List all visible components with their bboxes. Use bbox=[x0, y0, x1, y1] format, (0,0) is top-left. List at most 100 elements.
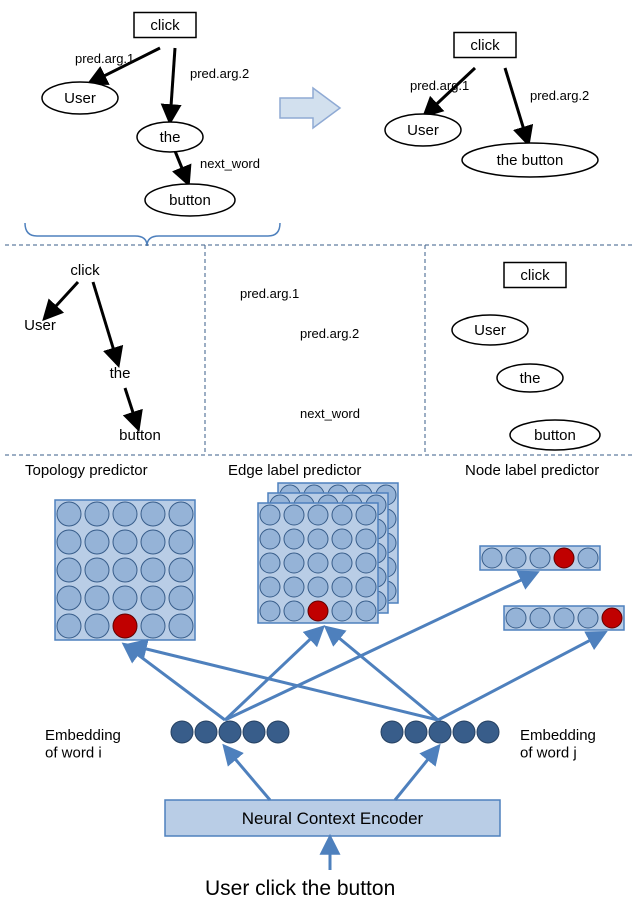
node-vec-2-cell bbox=[578, 608, 598, 628]
edge-label: pred.arg.2 bbox=[190, 66, 249, 81]
embedding-j-cell bbox=[381, 721, 403, 743]
encoder-label: Neural Context Encoder bbox=[242, 809, 424, 828]
topology-grid-cell bbox=[57, 502, 81, 526]
tree-right-thebutton-label: the button bbox=[497, 152, 564, 169]
edge-label: pred.arg.1 bbox=[75, 51, 134, 66]
embedding-i-label: Embeddingof word i bbox=[45, 727, 121, 761]
node-vec-2-active-cell bbox=[602, 608, 622, 628]
embedding-j-cell bbox=[405, 721, 427, 743]
topology-grid-cell bbox=[141, 614, 165, 638]
topology-button: button bbox=[119, 427, 161, 444]
edge-grid-cell bbox=[260, 577, 280, 597]
embedding-i-cell bbox=[195, 721, 217, 743]
topology-grid-cell bbox=[169, 530, 193, 554]
edge-grid-cell bbox=[260, 601, 280, 621]
edge-grid-cell bbox=[332, 577, 352, 597]
nodelabel-click-label: click bbox=[520, 267, 550, 284]
topology-grid-cell bbox=[169, 614, 193, 638]
input-caption: User click the button bbox=[205, 877, 395, 900]
tree-left-the-label: the bbox=[160, 129, 181, 146]
topology-grid-cell bbox=[169, 502, 193, 526]
tree-right-click-label: click bbox=[470, 37, 500, 54]
topology-grid-cell bbox=[141, 530, 165, 554]
flow-arrow bbox=[225, 628, 322, 720]
topology-grid-cell bbox=[113, 502, 137, 526]
edge-grid-cell bbox=[332, 601, 352, 621]
edge bbox=[170, 48, 175, 121]
edge bbox=[175, 151, 188, 183]
topology-grid-cell bbox=[57, 614, 81, 638]
topology-user: User bbox=[24, 317, 56, 334]
embedding-j-cell bbox=[477, 721, 499, 743]
edge-grid-cell bbox=[284, 529, 304, 549]
nodelabel-the-label: the bbox=[520, 370, 541, 387]
edge-grid-cell bbox=[260, 505, 280, 525]
edge-grid-cell bbox=[332, 553, 352, 573]
topology-grid-cell bbox=[113, 586, 137, 610]
edge-label: pred.arg.1 bbox=[410, 78, 469, 93]
node-vec-2-cell bbox=[554, 608, 574, 628]
edge-grid-cell bbox=[308, 553, 328, 573]
edge-grid-cell bbox=[308, 505, 328, 525]
edge-grid-cell bbox=[260, 553, 280, 573]
edge-grid-cell bbox=[332, 505, 352, 525]
embedding-j-cell bbox=[453, 721, 475, 743]
edge-grid-cell bbox=[332, 529, 352, 549]
topology-grid-cell bbox=[57, 530, 81, 554]
topology-grid-cell bbox=[113, 530, 137, 554]
node-vec-1-cell bbox=[506, 548, 526, 568]
edge-predictor-label: Edge label predictor bbox=[228, 462, 361, 479]
node-predictor-label: Node label predictor bbox=[465, 462, 599, 479]
edge-grid-cell bbox=[356, 553, 376, 573]
topology-click: click bbox=[70, 262, 100, 279]
topology-predictor-label: Topology predictor bbox=[25, 462, 148, 479]
edge-grid-cell bbox=[356, 529, 376, 549]
edge-grid-cell bbox=[308, 577, 328, 597]
topology-grid-cell bbox=[85, 586, 109, 610]
embedding-i-cell bbox=[267, 721, 289, 743]
embedding-j-label: Embeddingof word j bbox=[520, 727, 596, 761]
tree-left-click-label: click bbox=[150, 17, 180, 34]
tree-left-button-label: button bbox=[169, 192, 211, 209]
embedding-j-cell bbox=[429, 721, 451, 743]
edge-label: pred.arg.2 bbox=[530, 88, 589, 103]
topology-grid-cell bbox=[141, 586, 165, 610]
edge-type-label: next_word bbox=[300, 406, 360, 421]
nodelabel-button-label: button bbox=[534, 427, 576, 444]
topology-grid-cell bbox=[85, 614, 109, 638]
edge-grid-cell bbox=[308, 529, 328, 549]
edge bbox=[125, 388, 138, 428]
edge-type-label: pred.arg.1 bbox=[240, 286, 299, 301]
topology-grid-cell bbox=[85, 558, 109, 582]
edge-grid-cell bbox=[284, 505, 304, 525]
node-vec-1-cell bbox=[578, 548, 598, 568]
edge-grid-cell bbox=[356, 601, 376, 621]
topology-grid-cell bbox=[57, 586, 81, 610]
topology-grid-cell bbox=[141, 502, 165, 526]
edge bbox=[45, 282, 78, 318]
edge-grid-cell bbox=[356, 505, 376, 525]
edge-type-label: pred.arg.2 bbox=[300, 326, 359, 341]
node-vec-1-active-cell bbox=[554, 548, 574, 568]
topology-grid-cell bbox=[169, 558, 193, 582]
flow-arrow bbox=[395, 747, 438, 800]
topology-the: the bbox=[110, 365, 131, 382]
topology-grid-cell bbox=[85, 502, 109, 526]
edge-label: next_word bbox=[200, 156, 260, 171]
edge bbox=[93, 282, 118, 364]
flow-arrow bbox=[225, 747, 270, 800]
node-vec-2-cell bbox=[506, 608, 526, 628]
nodelabel-user-label: User bbox=[474, 322, 506, 339]
embedding-i-cell bbox=[243, 721, 265, 743]
topology-grid-cell bbox=[85, 530, 109, 554]
topology-grid-cell bbox=[169, 586, 193, 610]
topology-grid-active-cell bbox=[113, 614, 137, 638]
edge-grid-cell bbox=[260, 529, 280, 549]
edge-grid-cell bbox=[356, 577, 376, 597]
node-vec-1-cell bbox=[482, 548, 502, 568]
edge-grid-cell bbox=[284, 601, 304, 621]
transform-arrow-icon bbox=[280, 88, 340, 128]
topology-grid-cell bbox=[141, 558, 165, 582]
edge-grid-cell bbox=[284, 577, 304, 597]
edge-grid-active-cell bbox=[308, 601, 328, 621]
